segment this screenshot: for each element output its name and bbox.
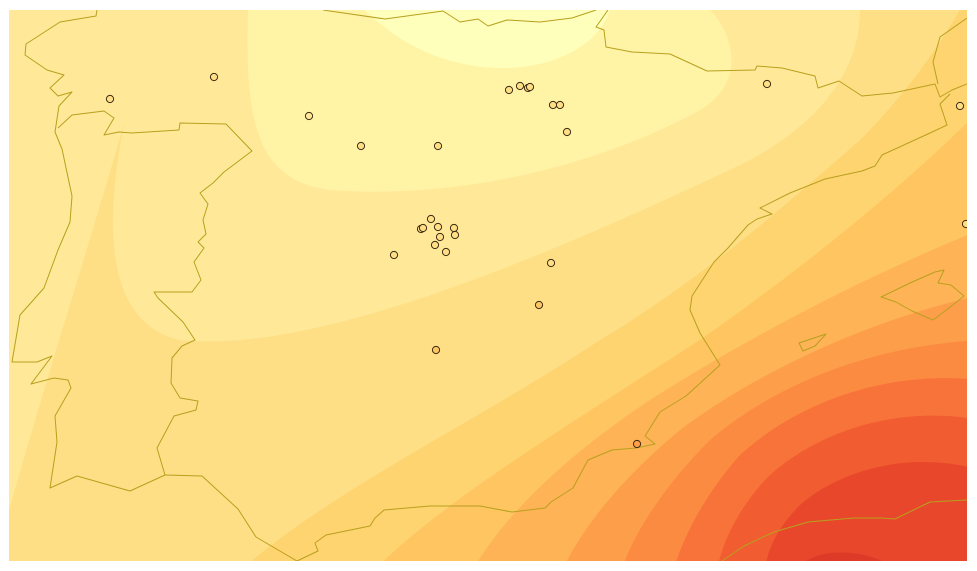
station-marker-s10 xyxy=(548,100,558,110)
coastline-south xyxy=(164,93,951,561)
station-marker-s22 xyxy=(435,232,445,242)
station-marker-s24 xyxy=(441,247,451,257)
coastline-north xyxy=(322,10,597,27)
station-marker-s18 xyxy=(418,223,428,233)
station-marker-s21 xyxy=(450,230,460,240)
station-marker-s2 xyxy=(209,72,219,82)
station-marker-s14 xyxy=(955,101,965,111)
station-marker-s15 xyxy=(961,219,967,229)
station-marker-s1 xyxy=(105,94,115,104)
contour-band-1 xyxy=(9,10,155,510)
station-marker-s6 xyxy=(504,85,514,95)
station-marker-s20 xyxy=(449,223,459,233)
station-marker-s28 xyxy=(431,345,441,355)
station-marker-s7 xyxy=(515,81,525,91)
map-panel xyxy=(9,10,967,561)
contour-bands xyxy=(9,10,967,561)
station-marker-s5 xyxy=(433,141,443,151)
coastline-iberia xyxy=(11,10,253,492)
contour-band-5 xyxy=(365,10,610,69)
station-marker-s11 xyxy=(555,100,565,110)
coastline-africa xyxy=(721,499,967,561)
coastline-france xyxy=(595,10,967,98)
station-marker-s16 xyxy=(426,214,436,224)
contour-map xyxy=(9,10,967,561)
contour-band-4 xyxy=(247,10,732,192)
station-marker-s3 xyxy=(304,111,314,121)
coastline-france-east xyxy=(932,17,967,85)
contour-band-14 xyxy=(806,552,882,561)
station-marker-s12 xyxy=(562,127,572,137)
station-marker-s26 xyxy=(546,258,556,268)
coastlines xyxy=(11,10,967,561)
contour-band-13 xyxy=(766,462,967,561)
station-marker-s19 xyxy=(433,222,443,232)
island-mallorca xyxy=(880,269,965,321)
station-marker-s9 xyxy=(525,82,535,92)
station-marker-s25 xyxy=(389,250,399,260)
island-ibiza xyxy=(798,333,827,352)
station-marker-s23 xyxy=(430,240,440,250)
station-marker-s4 xyxy=(356,141,366,151)
station-marker-s29 xyxy=(632,439,642,449)
station-marker-s27 xyxy=(534,300,544,310)
station-markers xyxy=(105,72,967,449)
station-marker-s13 xyxy=(762,79,772,89)
